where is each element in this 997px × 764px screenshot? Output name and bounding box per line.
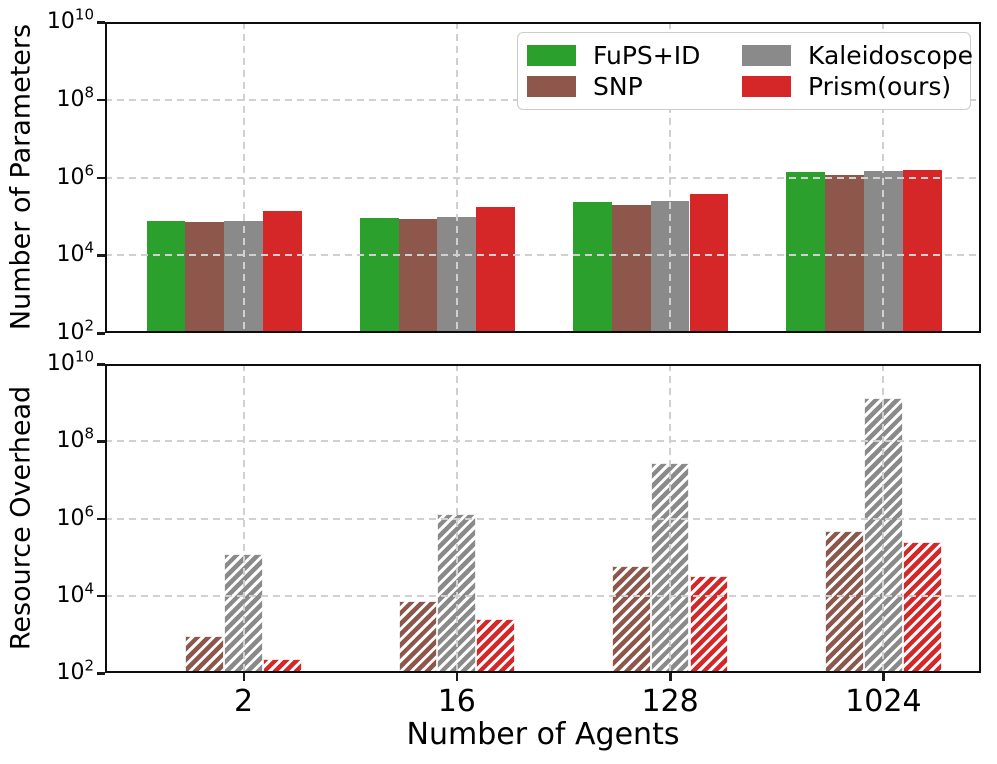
y-tick-mark [97, 98, 105, 102]
bar-prism-ours--2 [262, 210, 302, 333]
legend-item-fups-id: FuPS+ID [527, 43, 722, 68]
bar-snp-2 [185, 636, 225, 673]
y-tick-label: 104 [56, 579, 94, 608]
legend-swatch-gray [742, 45, 791, 66]
legend-swatch-red [742, 76, 791, 97]
x-tick-mark [882, 673, 885, 681]
bar-prism-ours--2 [262, 659, 302, 673]
legend-label: Prism(ours) [808, 72, 952, 101]
bar-prism-ours--1024 [902, 542, 942, 673]
y-tick-label: 108 [56, 424, 94, 454]
y-tick-label: 1010 [46, 347, 94, 376]
gridline [105, 594, 981, 597]
gridline [105, 440, 981, 443]
legend-item-kaleidoscope: Kaleidoscope [742, 43, 973, 68]
y-tick-mark [97, 332, 105, 335]
y-tick-mark [97, 21, 105, 24]
gridline [105, 517, 981, 520]
legend-item-snp: SNP [527, 74, 722, 99]
y-tick-label: 1010 [46, 5, 94, 34]
x-tick-mark [455, 673, 459, 681]
legend-label: SNP [593, 72, 643, 101]
bar-prism-ours--16 [476, 207, 515, 333]
bar-snp-2 [185, 222, 225, 333]
legend-swatch-brown [527, 76, 576, 97]
legend-label: Kaleidoscope [808, 41, 974, 70]
y-tick-mark [97, 176, 105, 179]
bar-snp-16 [398, 218, 438, 333]
bar-fups-id-2 [146, 221, 186, 333]
y-tick-mark [97, 517, 105, 520]
bar-prism-ours--128 [689, 576, 729, 673]
bar-prism-ours--16 [476, 619, 515, 673]
x-axis-label-number-of-agents: Number of Agents [406, 717, 680, 752]
y-tick-mark [97, 672, 105, 675]
x-tick-label-128: 128 [641, 684, 699, 719]
y-tick-mark [97, 254, 105, 257]
y-tick-label: 106 [56, 161, 94, 190]
x-tick-label-1024: 1024 [845, 684, 922, 719]
bar-snp-1024 [825, 530, 864, 673]
legend: FuPS+ID SNP Kaleidoscope Prism(ours) [517, 32, 973, 110]
legend-swatch-green [527, 45, 576, 66]
bar-fups-id-16 [359, 217, 399, 333]
x-tick-mark [242, 673, 245, 681]
y-tick-label: 106 [56, 502, 94, 531]
x-tick-label-16: 16 [437, 684, 476, 719]
bar-snp-1024 [825, 175, 864, 333]
bar-snp-128 [611, 204, 651, 333]
bar-fups-id-1024 [786, 171, 826, 333]
y-tick-mark [97, 363, 105, 366]
gridline [105, 176, 981, 179]
y-tick-mark [97, 440, 105, 443]
y-tick-label: 102 [56, 316, 94, 345]
bar-snp-16 [398, 600, 438, 673]
bar-snp-128 [611, 565, 651, 673]
bar-prism-ours--128 [689, 194, 729, 333]
x-tick-label-2: 2 [233, 684, 254, 719]
y-tick-mark [97, 594, 105, 598]
y-tick-label: 108 [56, 83, 94, 112]
y-tick-label: 104 [56, 238, 94, 268]
x-tick-mark [669, 673, 672, 681]
y-tick-label: 102 [56, 656, 94, 685]
bar-fups-id-128 [573, 201, 612, 333]
gridline [105, 254, 981, 257]
legend-item-prism: Prism(ours) [742, 74, 973, 99]
legend-label: FuPS+ID [593, 41, 701, 70]
bar-prism-ours--1024 [902, 169, 942, 333]
